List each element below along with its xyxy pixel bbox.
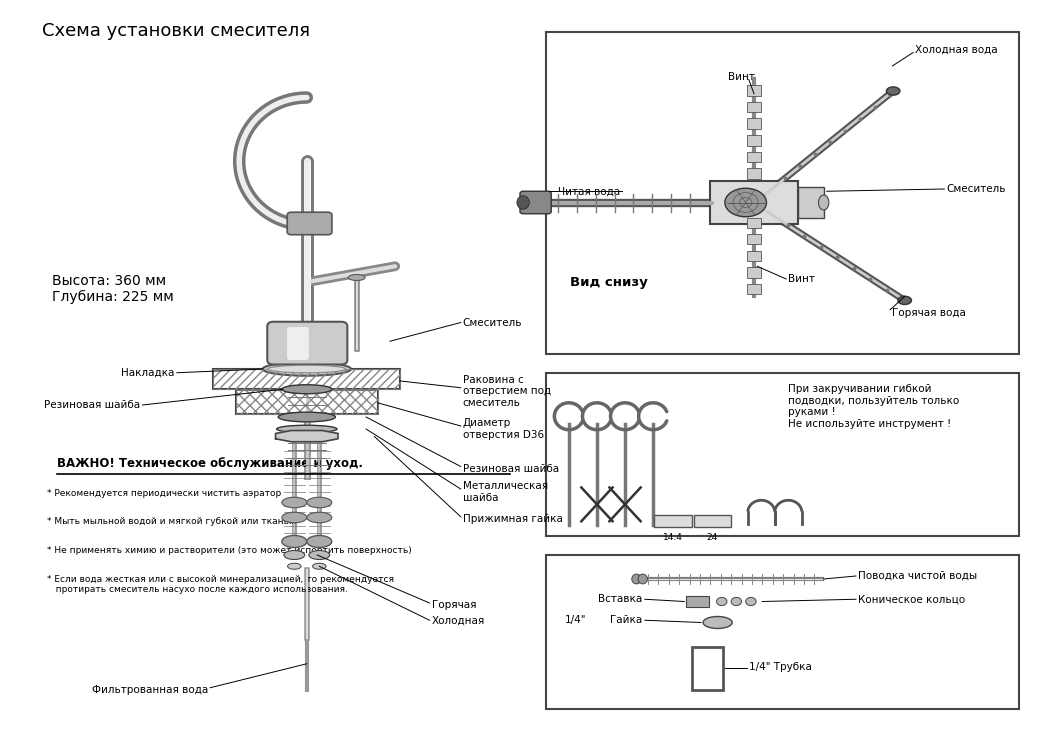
Ellipse shape xyxy=(632,574,641,584)
Ellipse shape xyxy=(268,365,345,373)
FancyBboxPatch shape xyxy=(287,327,309,360)
Text: Поводка чистой воды: Поводка чистой воды xyxy=(858,571,978,581)
Ellipse shape xyxy=(282,536,307,548)
Text: Фильтрованная вода: Фильтрованная вода xyxy=(92,685,208,695)
Text: ВАЖНО! Техническое обслуживание и уход.: ВАЖНО! Техническое обслуживание и уход. xyxy=(57,458,363,470)
Ellipse shape xyxy=(282,497,307,508)
Bar xyxy=(236,390,378,414)
Text: 24: 24 xyxy=(707,532,718,542)
Bar xyxy=(747,284,761,294)
Bar xyxy=(747,267,761,278)
Ellipse shape xyxy=(307,512,332,523)
Ellipse shape xyxy=(818,195,829,210)
Text: Горячая вода: Горячая вода xyxy=(892,308,966,318)
Bar xyxy=(710,182,798,224)
FancyBboxPatch shape xyxy=(287,212,332,235)
Text: Холодная: Холодная xyxy=(432,615,485,626)
Text: Смеситель: Смеситель xyxy=(463,317,522,328)
Text: Диаметр
отверстия D36: Диаметр отверстия D36 xyxy=(463,419,544,440)
Text: Гайка: Гайка xyxy=(610,615,643,626)
Text: Схема установки смесителя: Схема установки смесителя xyxy=(42,22,310,40)
Text: * Мыть мыльной водой и мягкой губкой или тканью: * Мыть мыльной водой и мягкой губкой или… xyxy=(47,518,296,526)
Ellipse shape xyxy=(309,550,330,560)
Bar xyxy=(798,188,824,218)
Text: Смеситель: Смеситель xyxy=(946,184,1006,194)
Bar xyxy=(694,515,731,527)
Text: 1/4": 1/4" xyxy=(565,615,587,626)
Text: Вид снизу: Вид снизу xyxy=(570,276,648,290)
Polygon shape xyxy=(276,430,338,442)
Ellipse shape xyxy=(703,616,732,628)
Bar xyxy=(747,118,761,129)
Ellipse shape xyxy=(746,597,756,606)
Ellipse shape xyxy=(348,274,365,280)
Bar xyxy=(236,390,378,414)
Ellipse shape xyxy=(725,188,766,217)
Bar xyxy=(747,135,761,146)
Text: Резиновая шайба: Резиновая шайба xyxy=(45,400,140,410)
Bar xyxy=(747,168,761,178)
Text: * Не применять химию и растворители (это может испортить поверхность): * Не применять химию и растворители (это… xyxy=(47,546,412,555)
Text: 1/4" Трубка: 1/4" Трубка xyxy=(749,662,811,673)
Text: Металлическая
шайба: Металлическая шайба xyxy=(463,482,548,502)
Text: 14.4: 14.4 xyxy=(662,532,683,542)
Ellipse shape xyxy=(282,512,307,523)
Text: Коническое кольцо: Коническое кольцо xyxy=(858,594,965,604)
Ellipse shape xyxy=(886,87,900,95)
Bar xyxy=(654,515,692,527)
Ellipse shape xyxy=(287,563,302,569)
Bar xyxy=(747,234,761,244)
Text: Винт: Винт xyxy=(788,274,815,284)
FancyBboxPatch shape xyxy=(267,322,347,364)
Ellipse shape xyxy=(282,385,332,394)
Text: Резиновая шайба: Резиновая шайба xyxy=(463,464,558,474)
Text: * Рекомендуется периодически чистить аэратор: * Рекомендуется периодически чистить аэр… xyxy=(47,489,281,498)
Ellipse shape xyxy=(284,550,305,560)
Bar xyxy=(546,32,1019,354)
Ellipse shape xyxy=(312,563,327,569)
Bar xyxy=(213,369,400,388)
Bar xyxy=(747,251,761,261)
Ellipse shape xyxy=(717,597,727,606)
Bar xyxy=(546,373,1019,536)
Bar xyxy=(747,152,761,162)
Text: Горячая: Горячая xyxy=(432,600,476,610)
Text: Вставка: Вставка xyxy=(598,594,643,604)
Ellipse shape xyxy=(639,574,647,584)
Bar xyxy=(747,86,761,96)
Text: Накладка: Накладка xyxy=(122,368,175,378)
Bar xyxy=(546,555,1019,709)
Text: Холодная вода: Холодная вода xyxy=(915,44,997,55)
Ellipse shape xyxy=(731,597,742,606)
Ellipse shape xyxy=(277,425,337,433)
Text: Раковина с
отверстием под
смеситель: Раковина с отверстием под смеситель xyxy=(463,375,551,408)
Bar xyxy=(747,217,761,228)
Text: Прижимная гайка: Прижимная гайка xyxy=(463,514,563,524)
Text: При закручивании гибкой
подводки, пользуйтель только
руками !
Не используйте инс: При закручивании гибкой подводки, пользу… xyxy=(788,384,960,429)
FancyBboxPatch shape xyxy=(520,191,551,214)
Text: Высота: 360 мм
Глубина: 225 мм: Высота: 360 мм Глубина: 225 мм xyxy=(52,274,174,304)
Ellipse shape xyxy=(517,196,529,209)
Ellipse shape xyxy=(307,497,332,508)
Bar xyxy=(692,646,723,690)
Text: * Если вода жесткая или с высокой минерализацией, то рекомендуется
   протирать : * Если вода жесткая или с высокой минера… xyxy=(47,574,394,594)
Bar xyxy=(747,102,761,112)
Text: Винт: Винт xyxy=(728,71,755,82)
Ellipse shape xyxy=(307,536,332,548)
Ellipse shape xyxy=(898,296,911,304)
Bar xyxy=(213,369,400,388)
Ellipse shape xyxy=(279,413,336,422)
Bar xyxy=(686,596,709,607)
Ellipse shape xyxy=(263,362,352,376)
Text: Читая вода: Читая вода xyxy=(558,186,621,196)
